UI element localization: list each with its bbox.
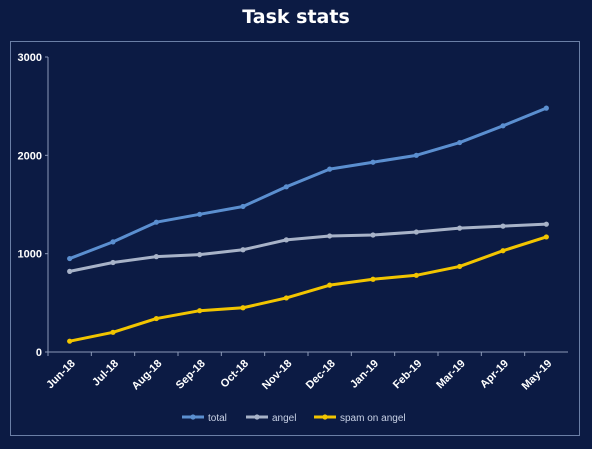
data-point	[370, 232, 376, 238]
data-point	[283, 184, 289, 190]
y-tick-label: 1000	[18, 249, 42, 261]
legend-label: angel	[272, 413, 296, 424]
data-point	[283, 237, 289, 243]
x-tick-label: Jun-18	[44, 358, 78, 392]
x-tick-label: Feb-19	[391, 358, 425, 392]
data-point	[413, 229, 419, 235]
legend-marker	[190, 414, 196, 420]
legend-label: spam on angel	[340, 413, 406, 424]
y-tick-label: 0	[36, 347, 42, 359]
data-point	[543, 234, 549, 240]
x-tick-label: Jul-18	[90, 358, 121, 389]
chart-title: Task stats	[242, 6, 350, 28]
x-tick-label: Nov-18	[260, 358, 294, 392]
data-point	[240, 305, 246, 311]
x-tick-label: Apr-19	[478, 358, 511, 391]
x-tick-label: May-19	[520, 358, 555, 393]
legend-marker	[322, 414, 328, 420]
series-line-total	[69, 106, 547, 260]
data-point	[67, 338, 73, 344]
data-point	[197, 252, 203, 258]
x-tick-label: Sep-18	[174, 358, 208, 392]
data-point	[110, 239, 116, 245]
x-tick-label: Jan-19	[348, 358, 381, 391]
y-tick-label: 2000	[18, 150, 42, 162]
data-point	[153, 254, 159, 260]
data-point	[457, 139, 463, 146]
data-point	[153, 315, 159, 322]
data-point	[543, 221, 549, 227]
data-point	[500, 123, 506, 129]
data-point	[457, 263, 463, 270]
data-point	[457, 225, 463, 231]
data-point	[500, 223, 506, 229]
data-point	[240, 203, 246, 210]
data-point	[67, 255, 73, 262]
data-point	[110, 259, 116, 266]
x-tick-label: Oct-18	[218, 358, 251, 391]
x-tick-label: Mar-19	[434, 358, 468, 392]
data-point	[327, 166, 333, 172]
data-point	[370, 276, 376, 282]
data-point	[370, 159, 376, 165]
y-tick-label: 3000	[18, 52, 42, 64]
plot-frame	[10, 41, 580, 436]
x-tick-label: Dec-18	[304, 358, 338, 392]
series-line-spam-on-angel	[69, 235, 547, 343]
data-point	[283, 295, 289, 301]
data-point	[413, 272, 419, 278]
legend-marker	[254, 414, 260, 420]
data-point	[197, 211, 203, 217]
data-point	[153, 219, 159, 225]
data-point	[327, 282, 333, 288]
data-point	[67, 268, 73, 274]
series-line-angel	[69, 222, 547, 273]
data-point	[327, 233, 333, 239]
data-point	[197, 308, 203, 314]
data-point	[543, 105, 549, 111]
data-point	[413, 152, 419, 158]
data-point	[500, 248, 506, 254]
data-point	[110, 329, 116, 335]
data-point	[240, 247, 246, 253]
x-tick-label: Aug-18	[130, 358, 165, 393]
legend-label: total	[208, 413, 227, 424]
